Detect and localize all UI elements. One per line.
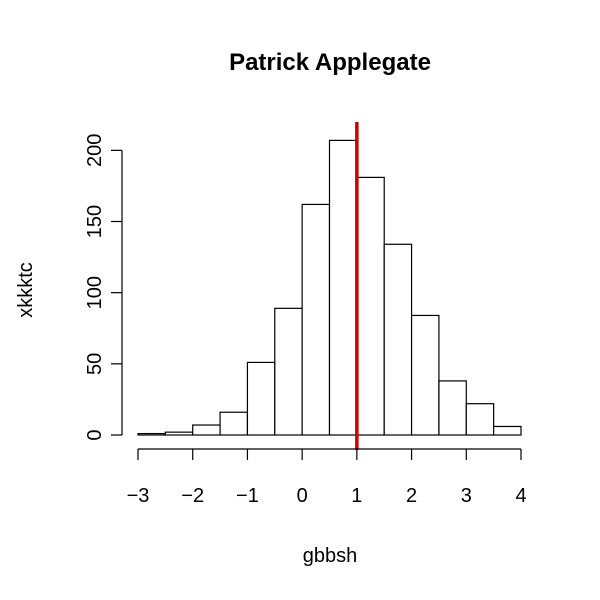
histogram-bar: [246, 361, 276, 436]
y-tick-label: 200: [84, 134, 106, 167]
histogram-bar: [137, 432, 166, 436]
histogram-bar: [219, 411, 249, 436]
histogram-bar: [164, 431, 194, 436]
x-tick-label: −3: [127, 485, 150, 507]
y-axis-label: xkkktc: [15, 262, 37, 318]
x-axis-label: gbbsh: [303, 545, 358, 567]
histogram-bar: [328, 139, 358, 436]
y-tick-label: 50: [84, 353, 106, 375]
histogram-bar: [274, 307, 303, 436]
bars-group: [137, 139, 522, 436]
x-tick-label: 2: [406, 485, 417, 507]
chart-title: Patrick Applegate: [229, 49, 431, 76]
x-tick-label: 1: [351, 485, 362, 507]
histogram-bar: [465, 403, 495, 436]
x-tick-label: −1: [236, 485, 259, 507]
x-tick-label: 3: [461, 485, 472, 507]
histogram-bar: [438, 380, 467, 436]
histogram-bar: [493, 425, 522, 436]
y-tick-label: 100: [84, 276, 106, 309]
x-tick-label: 0: [297, 485, 308, 507]
y-tick-label: 0: [84, 429, 106, 440]
histogram-bar: [356, 176, 385, 436]
y-axis: 0 50 100 150 200: [84, 134, 123, 441]
histogram-bar: [192, 424, 221, 436]
histogram-bar: [301, 203, 331, 436]
x-tick-label: −2: [181, 485, 204, 507]
x-tick-label: 4: [515, 485, 526, 507]
y-tick-label: 150: [84, 205, 106, 238]
x-axis: −3 −2 −1 0 1 2 3 4: [127, 448, 527, 507]
histogram-bar: [410, 314, 440, 436]
histogram-bar: [383, 243, 413, 436]
